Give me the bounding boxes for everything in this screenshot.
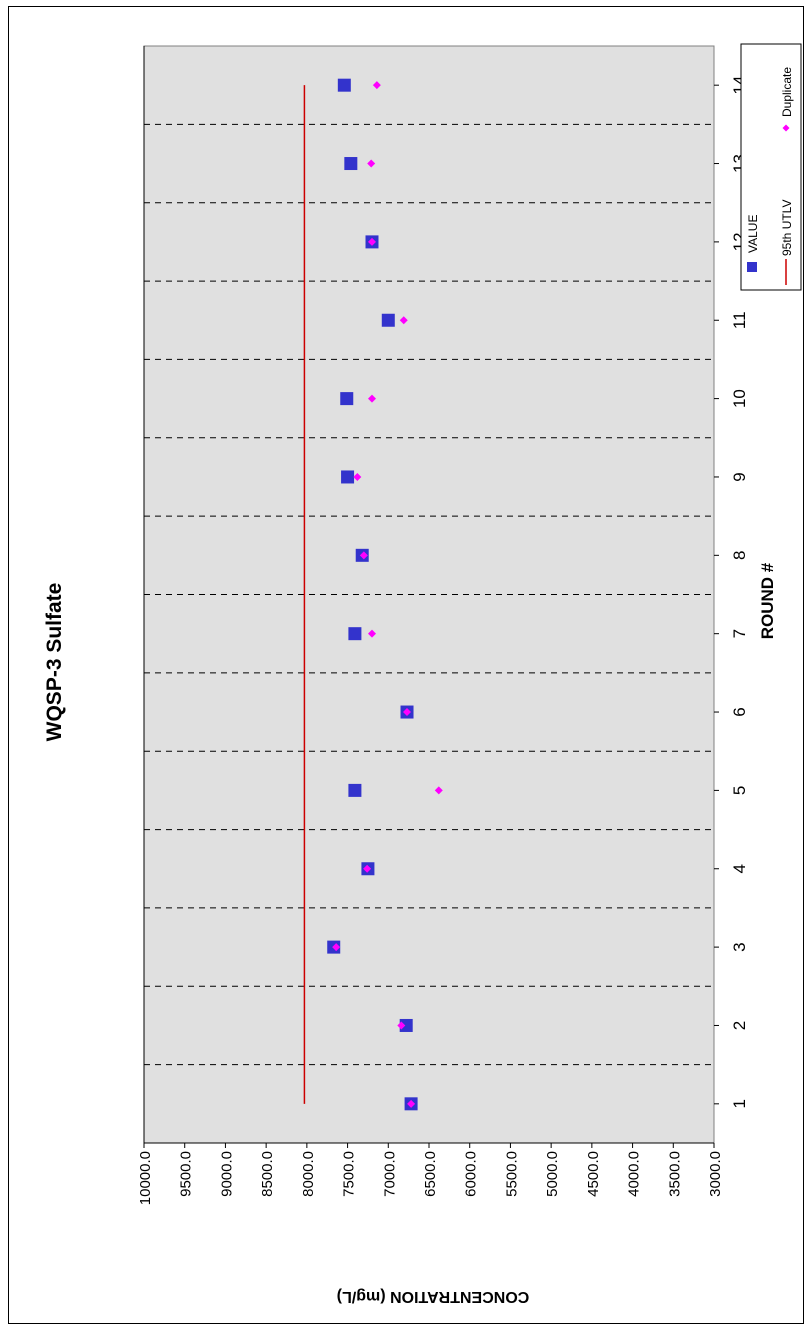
round-tick-label: 8 bbox=[730, 551, 749, 560]
concentration-tick-label: 5500.0 bbox=[503, 1151, 520, 1197]
legend-duplicate-marker bbox=[782, 124, 790, 132]
legend-value-label: VALUE bbox=[746, 215, 760, 253]
concentration-tick-label: 3500.0 bbox=[666, 1151, 683, 1197]
duplicate-point bbox=[367, 159, 376, 168]
concentration-tick-label: 8500.0 bbox=[259, 1151, 276, 1197]
y-axis-label: CONCENTRATION (mg/L) bbox=[337, 1288, 530, 1305]
concentration-tick-label: 6000.0 bbox=[463, 1151, 480, 1197]
chart-title: WQSP-3 Sulfate bbox=[43, 583, 66, 742]
concentration-tick-label: 9500.0 bbox=[178, 1151, 195, 1197]
legend: VALUE Duplicate 95th UTLV bbox=[740, 43, 802, 291]
concentration-tick-label: 4500.0 bbox=[585, 1151, 602, 1197]
duplicate-point bbox=[363, 864, 372, 873]
round-tick-label: 11 bbox=[730, 311, 749, 329]
data-series bbox=[303, 78, 443, 1111]
sulfate-chart: 10000.0 9500.0 9000.0 8500.0 8000.0 7500.0 700… bbox=[43, 43, 802, 1305]
duplicate-point bbox=[368, 629, 376, 638]
value-point bbox=[348, 783, 362, 797]
legend-utlv-label: 95th UTLV bbox=[780, 200, 794, 256]
round-tick-label: 6 bbox=[730, 707, 749, 716]
concentration-tick-label: 6500.0 bbox=[422, 1151, 439, 1197]
duplicate-point bbox=[368, 237, 376, 246]
round-tick-label: 4 bbox=[730, 864, 749, 873]
concentration-tick-label: 9000.0 bbox=[218, 1151, 235, 1197]
value-point bbox=[381, 313, 395, 327]
value-point bbox=[337, 78, 351, 92]
round-tick-label: 9 bbox=[730, 472, 749, 481]
round-tick-label: 2 bbox=[730, 1021, 749, 1030]
value-point bbox=[340, 392, 354, 406]
concentration-tick-label: 3000.0 bbox=[707, 1151, 724, 1197]
duplicate-point bbox=[372, 81, 381, 90]
concentration-tick-label: 7000.0 bbox=[381, 1151, 398, 1197]
legend-box bbox=[740, 43, 802, 291]
chart-frame: 10000.0 9500.0 9000.0 8500.0 8000.0 7500.0 700… bbox=[8, 6, 804, 1324]
value-point bbox=[344, 157, 358, 171]
round-tick-label: 3 bbox=[730, 942, 749, 951]
gridlines bbox=[144, 123, 714, 1066]
value-point bbox=[399, 1018, 413, 1032]
duplicate-point bbox=[332, 943, 341, 952]
duplicate-point bbox=[397, 1021, 406, 1030]
value-point bbox=[348, 627, 362, 641]
legend-value-marker bbox=[747, 262, 757, 272]
concentration-tick-label: 5000.0 bbox=[544, 1151, 561, 1197]
round-tick-label: 7 bbox=[730, 629, 749, 638]
duplicate-point bbox=[434, 786, 443, 795]
duplicate-point bbox=[368, 394, 376, 403]
concentration-tick-label: 4000.0 bbox=[626, 1151, 643, 1197]
round-tick-label: 10 bbox=[730, 389, 749, 408]
legend-duplicate-label: Duplicate bbox=[780, 67, 794, 117]
round-tick-label: 5 bbox=[730, 786, 749, 795]
duplicate-point bbox=[353, 472, 362, 481]
concentration-tick-label: 7500.0 bbox=[341, 1151, 358, 1197]
concentration-tick-labels: 10000.0 9500.0 9000.0 8500.0 8000.0 7500.0 700… bbox=[137, 1143, 724, 1205]
duplicate-point bbox=[407, 1099, 416, 1108]
round-tick-label: 1 bbox=[730, 1099, 749, 1108]
x-axis-label: ROUND # bbox=[758, 562, 777, 639]
duplicate-point bbox=[403, 708, 412, 717]
value-point bbox=[341, 470, 355, 484]
duplicate-point bbox=[359, 551, 368, 560]
concentration-tick-label: 10000.0 bbox=[137, 1151, 154, 1205]
concentration-tick-label: 8000.0 bbox=[300, 1151, 317, 1197]
duplicate-point bbox=[399, 316, 408, 325]
